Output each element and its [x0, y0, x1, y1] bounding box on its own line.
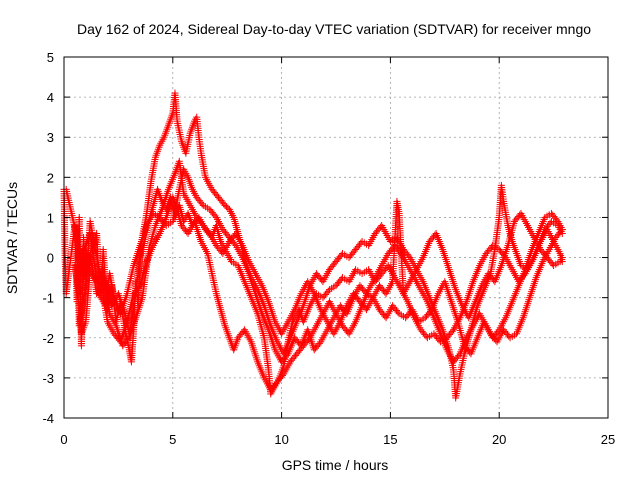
y-tick-label: 0 — [47, 251, 54, 266]
data-points — [60, 89, 566, 402]
y-tick-label: -4 — [42, 411, 54, 426]
chart-title: Day 162 of 2024, Sidereal Day-to-day VTE… — [77, 21, 591, 37]
y-tick-label: -1 — [42, 291, 54, 306]
y-tick-label: 2 — [47, 170, 54, 185]
x-tick-label: 25 — [601, 432, 615, 447]
y-tick-label: 1 — [47, 210, 54, 225]
x-axis-label: GPS time / hours — [282, 457, 389, 473]
x-tick-label: 15 — [383, 432, 397, 447]
x-tick-label: 20 — [492, 432, 506, 447]
data-point — [324, 287, 332, 295]
y-axis-label: SDTVAR / TECUs — [4, 182, 20, 294]
y-tick-label: -3 — [42, 371, 54, 386]
x-tick-label: 5 — [169, 432, 176, 447]
y-tick-label: 4 — [47, 90, 54, 105]
data-point — [448, 327, 456, 335]
y-tick-label: 5 — [47, 50, 54, 65]
y-tick-label: -2 — [42, 331, 54, 346]
y-tick-label: 3 — [47, 130, 54, 145]
x-tick-label: 0 — [60, 432, 67, 447]
x-tick-label: 10 — [274, 432, 288, 447]
